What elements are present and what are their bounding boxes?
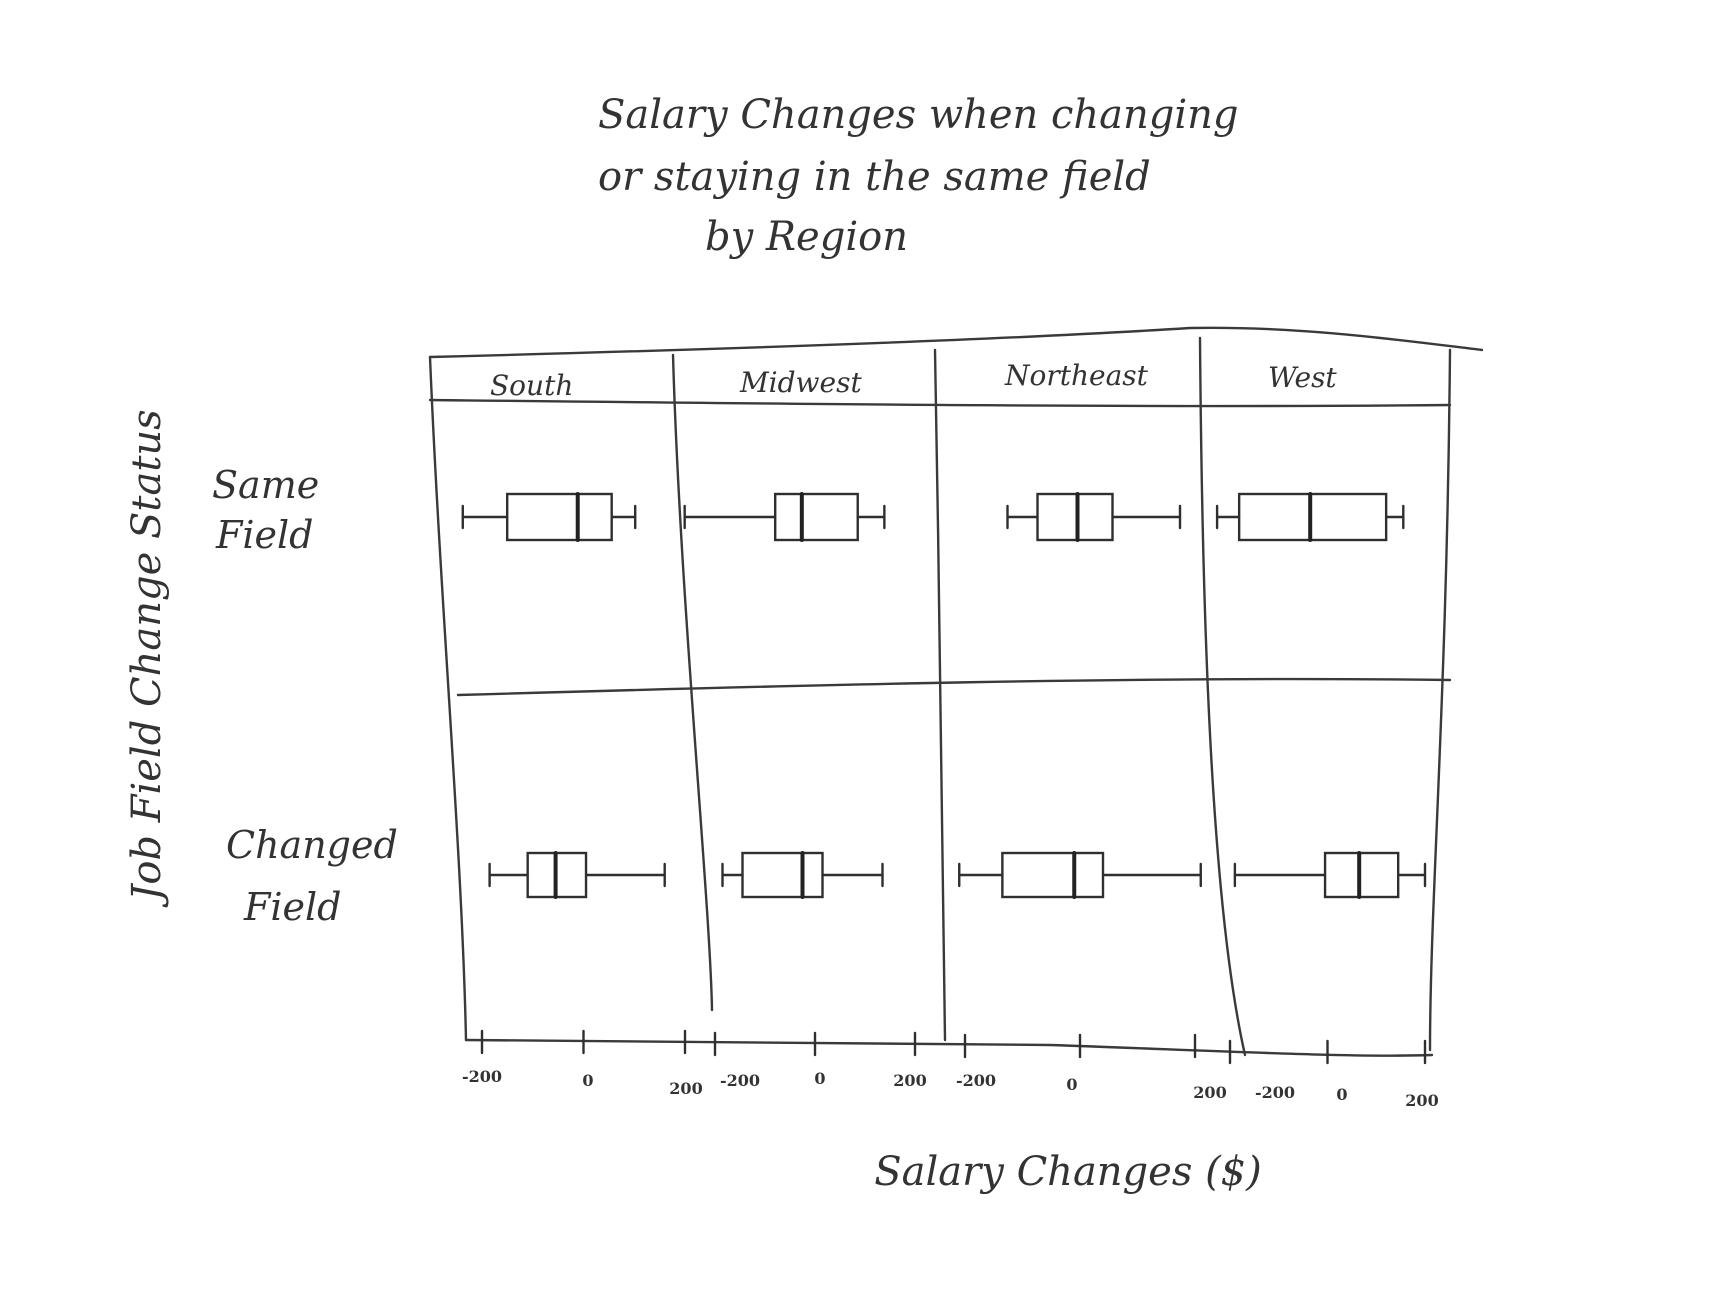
- tick-label-south-0: 0: [582, 1071, 593, 1090]
- x-axis-baseline: [464, 1038, 1434, 1057]
- facet-label-midwest: Midwest: [739, 366, 862, 399]
- iqr-box: [1323, 851, 1400, 899]
- panel-divider-3: [1198, 336, 1247, 1057]
- tick-label-northeast-0: 0: [1066, 1075, 1077, 1094]
- plot-frame-top: [428, 326, 1484, 359]
- tick-label-west-0: 0: [1336, 1085, 1347, 1104]
- row-label-changed-line-2: Field: [243, 885, 342, 929]
- tick-label-midwest-0: 0: [814, 1069, 825, 1088]
- tick-label-midwest-200: 200: [893, 1071, 926, 1090]
- facet-label-northeast: Northeast: [1004, 359, 1149, 392]
- boxplot-northeast-same: [1006, 492, 1182, 542]
- boxplot-west-same: [1215, 492, 1405, 542]
- boxplot-west-changed: [1233, 851, 1427, 899]
- iqr-box: [1036, 492, 1114, 542]
- tick-label-west-200: 200: [1405, 1091, 1438, 1110]
- boxplot-marks: [461, 492, 1427, 899]
- x-axis-ticks: [480, 1029, 1427, 1065]
- tick-label-west-neg200: -200: [1255, 1083, 1295, 1102]
- iqr-box: [505, 492, 613, 542]
- row-label-same-line-2: Field: [215, 513, 314, 557]
- iqr-box: [1237, 492, 1388, 542]
- x-axis-title: Salary Changes ($): [874, 1149, 1261, 1195]
- tick-label-south-200: 200: [669, 1079, 702, 1098]
- boxplot-south-same: [461, 492, 637, 542]
- facet-label-west: West: [1268, 361, 1337, 394]
- x-axis-tick-labels: -200 0 200 -200 0 200 -200 0 200 -200 0 …: [462, 1067, 1439, 1110]
- y-axis-title: Job Field Change Status: [124, 409, 170, 907]
- plot-frame-right: [1428, 348, 1452, 1052]
- chart-title-line-2: or staying in the same field: [598, 154, 1151, 200]
- tick-label-midwest-neg200: -200: [720, 1071, 760, 1090]
- panel-divider-1: [671, 353, 714, 1012]
- boxplot-midwest-changed: [721, 851, 884, 899]
- tick-label-northeast-neg200: -200: [956, 1071, 996, 1090]
- boxplot-south-changed: [488, 851, 666, 899]
- panel-divider-2: [933, 348, 947, 1042]
- plot-frame-left: [428, 355, 468, 1042]
- boxplot-midwest-same: [683, 492, 886, 542]
- tick-label-south-neg200: -200: [462, 1067, 502, 1086]
- chart-title-line-1: Salary Changes when changing: [598, 92, 1239, 138]
- strip-divider: [428, 398, 1452, 408]
- iqr-box: [1001, 851, 1105, 899]
- row-label-same-line-1: Same: [212, 463, 319, 507]
- chart-title-line-3: by Region: [705, 214, 908, 260]
- row-divider: [456, 677, 1452, 697]
- tick-label-northeast-200: 200: [1193, 1083, 1226, 1102]
- iqr-box: [774, 492, 859, 542]
- facet-label-south: South: [490, 369, 573, 402]
- row-label-changed-line-1: Changed: [226, 823, 398, 867]
- iqr-box: [741, 851, 824, 899]
- boxplot-northeast-changed: [958, 851, 1202, 899]
